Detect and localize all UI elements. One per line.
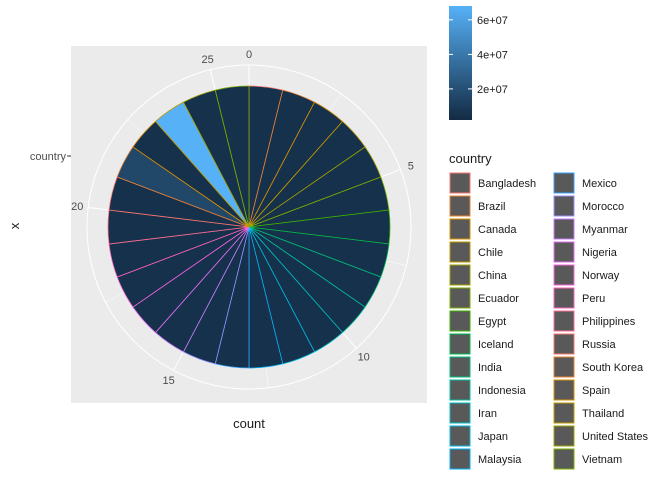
legend-key-morocco	[553, 195, 575, 217]
legend-label-nigeria: Nigeria	[582, 247, 618, 259]
legend-key-norway	[553, 264, 575, 286]
legend-label-united-states: United States	[582, 431, 649, 443]
colorbar-legend: 2e+07 4e+07 6e+07	[449, 6, 508, 120]
colorbar-label: 6e+07	[477, 15, 508, 27]
legend-key-bangladesh	[449, 172, 471, 194]
legend-label-norway: Norway	[582, 270, 620, 282]
legend-label-india: India	[478, 362, 503, 374]
legend-key-thailand	[553, 402, 575, 424]
legend-key-iceland	[449, 333, 471, 355]
legend-key-indonesia	[449, 379, 471, 401]
legend-label-morocco: Morocco	[582, 201, 624, 213]
legend-label-japan: Japan	[478, 431, 508, 443]
legend-key-egypt	[449, 310, 471, 332]
legend-label-thailand: Thailand	[582, 408, 624, 420]
legend-label-brazil: Brazil	[478, 201, 506, 213]
y-tick-label: country	[30, 151, 67, 163]
colorbar-label: 2e+07	[477, 84, 508, 96]
pie-slices	[107, 85, 391, 369]
legend-label-bangladesh: Bangladesh	[478, 178, 536, 190]
legend-label-peru: Peru	[582, 293, 605, 305]
legend-key-south-korea	[553, 356, 575, 378]
theta-ticks: 0 5 10 15 20 25	[71, 49, 414, 387]
legend-key-canada	[449, 218, 471, 240]
legend-label-iceland: Iceland	[478, 339, 513, 351]
pie-slice-vietnam	[214, 85, 250, 228]
x-axis-title: count	[233, 416, 265, 431]
legend-key-malaysia	[449, 448, 471, 470]
legend-label-canada: Canada	[478, 224, 517, 236]
colorbar-label: 4e+07	[477, 49, 508, 61]
country-legend: Bangladesh Brazil Canada Chile China Ecuador E…	[449, 172, 649, 470]
legend-key-india	[449, 356, 471, 378]
legend-key-myanmar	[553, 218, 575, 240]
legend-key-vietnam	[553, 448, 575, 470]
legend-key-ecuador	[449, 287, 471, 309]
theta-tick-label: 0	[246, 49, 252, 61]
legend-key-brazil	[449, 195, 471, 217]
theta-tick-label: 15	[162, 375, 174, 387]
legend-key-united-states	[553, 425, 575, 447]
legend-key-nigeria	[553, 241, 575, 263]
legend-label-russia: Russia	[582, 339, 617, 351]
legend-key-philippines	[553, 310, 575, 332]
legend-label-chile: Chile	[478, 247, 503, 259]
legend-label-myanmar: Myanmar	[582, 224, 628, 236]
legend-key-china	[449, 264, 471, 286]
legend-label-egypt: Egypt	[478, 316, 506, 328]
legend-label-spain: Spain	[582, 385, 610, 397]
legend-title: country	[449, 151, 492, 166]
legend-label-china: China	[478, 270, 508, 282]
theta-tick-label: 5	[408, 161, 414, 173]
legend-label-mexico: Mexico	[582, 178, 617, 190]
theta-tick-label: 20	[71, 201, 83, 213]
legend-label-iran: Iran	[478, 408, 497, 420]
legend-key-japan	[449, 425, 471, 447]
legend-label-indonesia: Indonesia	[478, 385, 527, 397]
legend-label-philippines: Philippines	[582, 316, 636, 328]
theta-tick-label: 10	[358, 352, 370, 364]
y-axis-title: x	[7, 222, 22, 229]
legend-key-russia	[553, 333, 575, 355]
legend-label-vietnam: Vietnam	[582, 454, 622, 466]
legend-key-peru	[553, 287, 575, 309]
legend-label-ecuador: Ecuador	[478, 293, 519, 305]
theta-tick-label: 25	[201, 54, 213, 66]
legend-key-chile	[449, 241, 471, 263]
legend-key-iran	[449, 402, 471, 424]
colorbar-gradient	[449, 6, 472, 120]
legend-label-malaysia: Malaysia	[478, 454, 522, 466]
legend-label-south-korea: South Korea	[582, 362, 644, 374]
legend-key-mexico	[553, 172, 575, 194]
legend-key-spain	[553, 379, 575, 401]
